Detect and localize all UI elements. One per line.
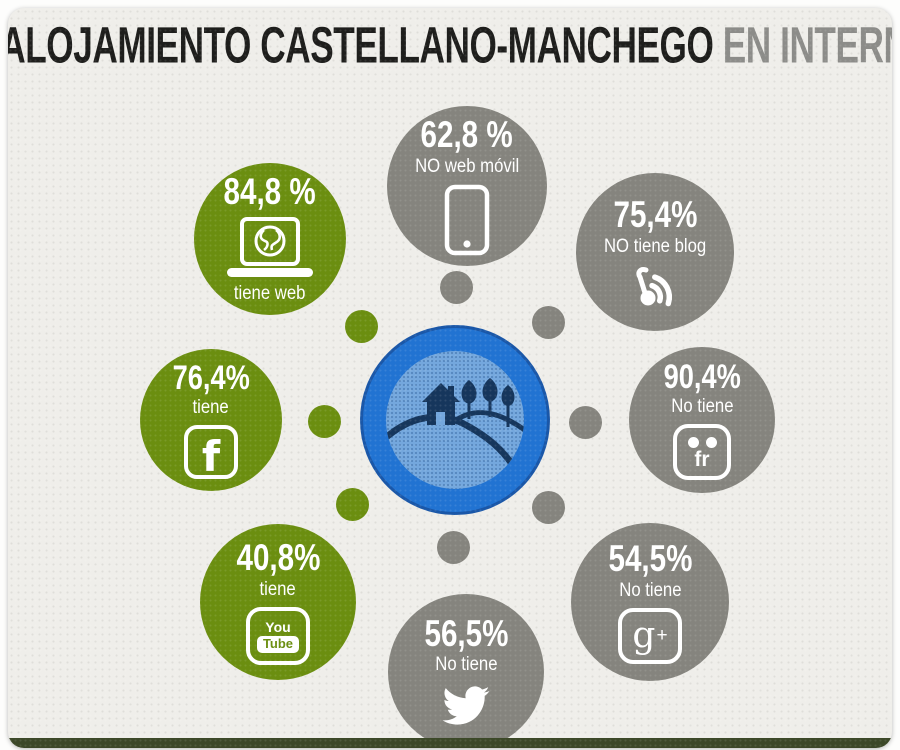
connector-dot-web [345, 310, 378, 343]
stat-bubble-website: 84,8 % tiene web [194, 163, 346, 315]
title-main: ALOJAMIENTO CASTELLANO-MANCHEGO [8, 17, 714, 74]
stat-bubble-google-plus: 54,5% No tiene g + [571, 523, 729, 681]
stat-bubble-youtube: 40,8% tiene You Tube [200, 524, 356, 680]
stat-value: 90,4% [663, 357, 741, 396]
stat-label: tiene [259, 578, 297, 600]
connector-dot-youtube [336, 488, 369, 521]
connector-dot-facebook [308, 405, 341, 438]
stat-label: NO web móvil [414, 155, 520, 177]
stat-label: tiene web [234, 282, 306, 304]
stat-value: 84,8 % [223, 171, 317, 213]
stat-label: No tiene [670, 396, 734, 418]
stat-label: No tiene [618, 579, 682, 601]
title-suffix: EN INTERNET [722, 17, 892, 74]
stat-bubble-twitter: 56,5% No tiene [388, 594, 544, 748]
page-title: EL ALOJAMIENTO CASTELLANO-MANCHEGO EN IN… [8, 8, 892, 87]
youtube-tube: Tube [256, 636, 300, 654]
stat-label: NO tiene blog [603, 235, 707, 257]
stat-bubble-flickr: 90,4% No tiene fr [629, 347, 775, 493]
stat-value: 76,4% [172, 358, 250, 397]
infographic-card: EL ALOJAMIENTO CASTELLANO-MANCHEGO EN IN… [8, 8, 892, 748]
facebook-f: f [201, 432, 221, 480]
laptop-globe-icon [225, 216, 315, 279]
stat-value: 40,8% [236, 537, 320, 579]
center-circle [360, 325, 550, 515]
stage: EL ALOJAMIENTO CASTELLANO-MANCHEGO EN IN… [8, 8, 892, 748]
youtube-you: You [265, 619, 291, 636]
stat-value: 62,8 % [420, 114, 514, 156]
flickr-icon: fr [673, 424, 731, 481]
stat-label: tiene [192, 397, 230, 419]
connector-dot-twitter [437, 531, 470, 564]
connector-dot-gplus [532, 491, 565, 524]
twitter-icon [437, 682, 495, 729]
stat-bubble-facebook: 76,4% tiene f [140, 349, 282, 491]
stat-bubble-mobile-web: 62,8 % NO web móvil [387, 106, 547, 266]
stat-bubble-blog: 75,4% NO tiene blog [576, 173, 734, 331]
stat-value: 56,5% [424, 612, 508, 654]
blog-icon [631, 264, 679, 308]
stat-value: 75,4% [613, 194, 697, 236]
connector-dot-mobile [440, 271, 473, 304]
connector-dot-flickr [569, 406, 602, 439]
flickr-label: fr [694, 447, 710, 471]
rural-house-icon [386, 351, 524, 489]
gplus-plus: + [656, 625, 668, 646]
gplus-g: g [632, 614, 656, 656]
google-plus-icon: g + [618, 607, 682, 664]
bottom-accent-bar [8, 738, 892, 748]
stat-label: No tiene [434, 654, 498, 676]
facebook-icon: f [184, 425, 238, 480]
youtube-icon: You Tube [246, 606, 310, 665]
flickr-dots [687, 436, 717, 448]
stat-value: 54,5% [608, 538, 692, 580]
smartphone-icon [444, 184, 490, 256]
connector-dot-blog [532, 306, 565, 339]
